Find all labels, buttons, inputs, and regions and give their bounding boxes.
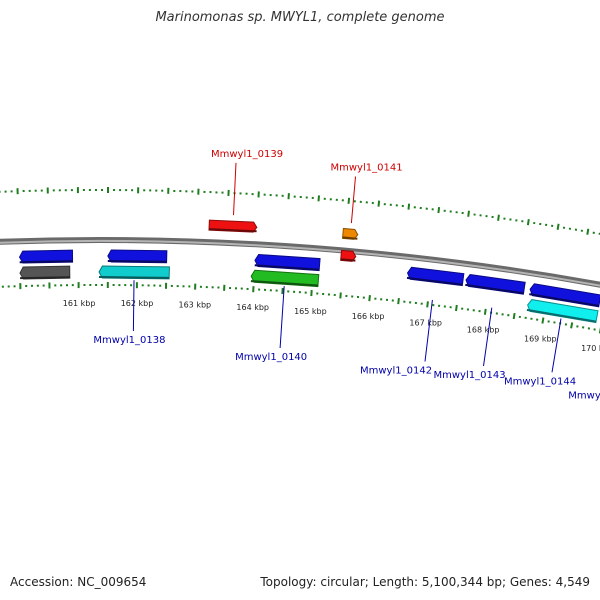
gene-mmwyl1-0141-bevel	[342, 236, 358, 240]
scale-tick-label-167: 167 kbp	[409, 318, 442, 327]
gene-mmwyl1-0138-bevel	[98, 276, 170, 279]
scale-tick-label-164: 164 kbp	[236, 303, 269, 312]
scale-tick-ring	[1, 282, 600, 334]
gene-feature-3-bevel	[19, 260, 73, 264]
scale-major-tick	[455, 304, 458, 312]
scale-tick-label-165: 165 kbp	[294, 307, 327, 316]
gene-mmwyl1-0142-bevel	[406, 276, 463, 286]
scale-major-tick	[483, 308, 487, 315]
gene-feature-12-bevel	[526, 308, 597, 323]
accession-text: Accession: NC_009654	[10, 575, 147, 589]
map-title: Marinomonas sp. MWYL1, complete genome	[155, 10, 445, 25]
scale-tick-label-162: 162 kbp	[121, 299, 154, 308]
outer-major-tick	[317, 195, 320, 202]
gene-feature-3[interactable]	[18, 249, 74, 264]
outer-major-tick	[377, 200, 381, 207]
gene-label-mmwyl1-0141[interactable]: Mmwyl1_0141	[331, 163, 403, 174]
genome-backbone	[0, 236, 600, 288]
outer-major-tick	[347, 197, 351, 204]
gene-label-mmwyl1-0139[interactable]: Mmwyl1_0139	[211, 149, 283, 160]
gene-mmwyl1-0144-bevel	[529, 293, 600, 307]
genome-summary-text: Topology: circular; Length: 5,100,344 bp…	[260, 575, 590, 589]
scale-tick-label-168: 168 kbp	[467, 326, 500, 335]
gene-mmwyl1-0140-bevel	[250, 280, 319, 287]
gene-feature-5-bevel	[107, 260, 167, 263]
outer-major-tick	[556, 223, 560, 230]
gene-label-mmwyl1-0143[interactable]: Mmwyl1_0143	[434, 370, 506, 381]
gene-label-callouts: Mmwyl1_0139 Mmwyl1_0141 Mmwyl1_0138 Mmwyl1_…	[93, 149, 600, 402]
outer-major-tick	[586, 228, 590, 235]
callout-line-mmwyl1-0138	[132, 280, 135, 332]
gene-label-mmwyl1-0144[interactable]: Mmwyl1_0144	[504, 376, 576, 387]
callout-line-mmwyl1-0142	[424, 299, 433, 362]
scale-tick-label-163: 163 kbp	[179, 301, 212, 310]
gene-features	[18, 219, 600, 324]
scale-major-tick	[339, 292, 342, 299]
gene-mmwyl1-0144[interactable]	[529, 283, 600, 308]
outer-major-tick	[467, 210, 470, 217]
gene-mmwyl1-0141[interactable]	[341, 227, 359, 240]
backbone-arc-highlight	[0, 239, 600, 287]
scale-major-tick	[397, 297, 400, 305]
scale-tick-label-161: 161 kbp	[63, 299, 96, 308]
gene-mmwyl1-0139-bevel	[208, 228, 257, 233]
outer-major-tick	[437, 206, 441, 214]
gene-feature-7-bevel	[254, 264, 320, 271]
scale-major-tick	[512, 312, 516, 320]
gene-feature-4-bevel	[20, 276, 70, 280]
gene-label-mmwyl1-0138[interactable]: Mmwyl1_0138	[93, 335, 165, 346]
gene-feature-2-bevel	[340, 258, 356, 262]
gene-label-mmwyl1-0142[interactable]: Mmwyl1_0142	[360, 366, 432, 377]
scale-tick-label-169: 169 kbp	[524, 334, 557, 343]
gene-mmwyl1-0143[interactable]	[465, 273, 526, 295]
callout-line-mmwyl1-0144	[551, 318, 562, 373]
scale-tick-label-166: 166 kbp	[352, 312, 385, 321]
outer-tick-ring	[0, 187, 600, 235]
outer-major-tick	[497, 214, 500, 221]
callout-line-mmwyl1-0139	[233, 162, 237, 216]
outer-major-tick	[407, 203, 411, 210]
scale-major-tick	[426, 301, 429, 308]
scale-major-tick	[541, 317, 545, 324]
scale-tick-label-170: 170 kbp	[581, 344, 600, 353]
gene-label-mmwyl1-0140[interactable]: Mmwyl1_0140	[235, 352, 307, 363]
scale-major-tick	[368, 295, 371, 302]
callout-line-mmwyl1-0140	[279, 286, 285, 349]
outer-major-tick	[526, 219, 530, 226]
gene-feature-2[interactable]	[340, 249, 357, 262]
callout-line-mmwyl1-0141	[350, 176, 356, 224]
callout-line-mmwyl1-0143	[483, 307, 493, 367]
scale-major-tick	[570, 322, 574, 329]
gene-mmwyl1-0143-bevel	[465, 283, 524, 295]
gene-label-mmwyl1-0145[interactable]: Mmwyl1_0145	[568, 390, 600, 401]
scale-tick-labels: 161 kbp 162 kbp 163 kbp 164 kbp 165 kbp 166 k…	[63, 299, 600, 353]
